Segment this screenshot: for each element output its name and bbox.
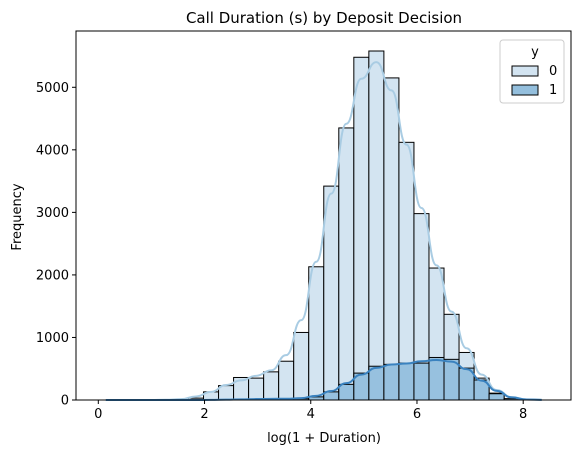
bar-series-1-bin-26	[488, 393, 505, 401]
y-tick-label-3000: 3000	[36, 206, 69, 221]
x-axis-label: log(1 + Duration)	[267, 431, 381, 446]
bar-series-0-bin-18	[368, 50, 385, 401]
x-tick-label-8: 8	[519, 407, 527, 422]
chart-title: Call Duration (s) by Deposit Decision	[186, 9, 462, 27]
y-tick-label-5000: 5000	[36, 81, 69, 96]
y-axis-label: Frequency	[10, 183, 25, 250]
bar-series-0-bin-16	[338, 127, 355, 401]
bar-series-0-bin-19	[383, 77, 400, 401]
bar-series-1-bin-16	[338, 383, 355, 401]
bar-series-1-bin-21	[413, 362, 430, 401]
bar-series-1-bin-20	[398, 362, 415, 401]
x-tick-label-6: 6	[413, 407, 421, 422]
x-tick-label-4: 4	[307, 407, 315, 422]
bar-series-1-bin-19	[383, 363, 400, 401]
legend-swatch-1	[511, 84, 539, 96]
legend-label-0: 0	[549, 64, 557, 79]
axes-frame	[75, 30, 572, 401]
y-tick-label-1000: 1000	[36, 331, 69, 346]
legend-label-1: 1	[549, 83, 557, 98]
bar-series-0-bin-10	[248, 377, 265, 401]
bar-series-0-bin-15	[323, 185, 340, 401]
legend-swatch-0	[511, 65, 539, 77]
x-tick-label-0: 0	[94, 407, 102, 422]
bar-series-0-bin-14	[308, 266, 325, 401]
bar-series-1-bin-23	[443, 358, 460, 401]
bar-series-0-bin-11	[263, 371, 280, 401]
bar-series-0-bin-20	[398, 141, 415, 401]
x-tick-label-2: 2	[200, 407, 208, 422]
y-tick-label-0: 0	[61, 394, 69, 409]
plot-area	[105, 50, 542, 401]
bar-series-1-bin-22	[428, 356, 445, 401]
bar-series-0-bin-13	[293, 331, 310, 401]
bar-series-1-bin-18	[368, 365, 385, 401]
bar-series-0-bin-17	[353, 56, 370, 401]
y-tick-label-4000: 4000	[36, 143, 69, 158]
legend-title: y	[531, 45, 539, 60]
bar-series-0-bin-12	[278, 360, 295, 401]
legend: y 0 1	[499, 39, 565, 104]
axes: 0 2 4 6 8 0 1000 2000 3000 4000 5000	[36, 30, 572, 422]
y-tick-label-2000: 2000	[36, 268, 69, 283]
